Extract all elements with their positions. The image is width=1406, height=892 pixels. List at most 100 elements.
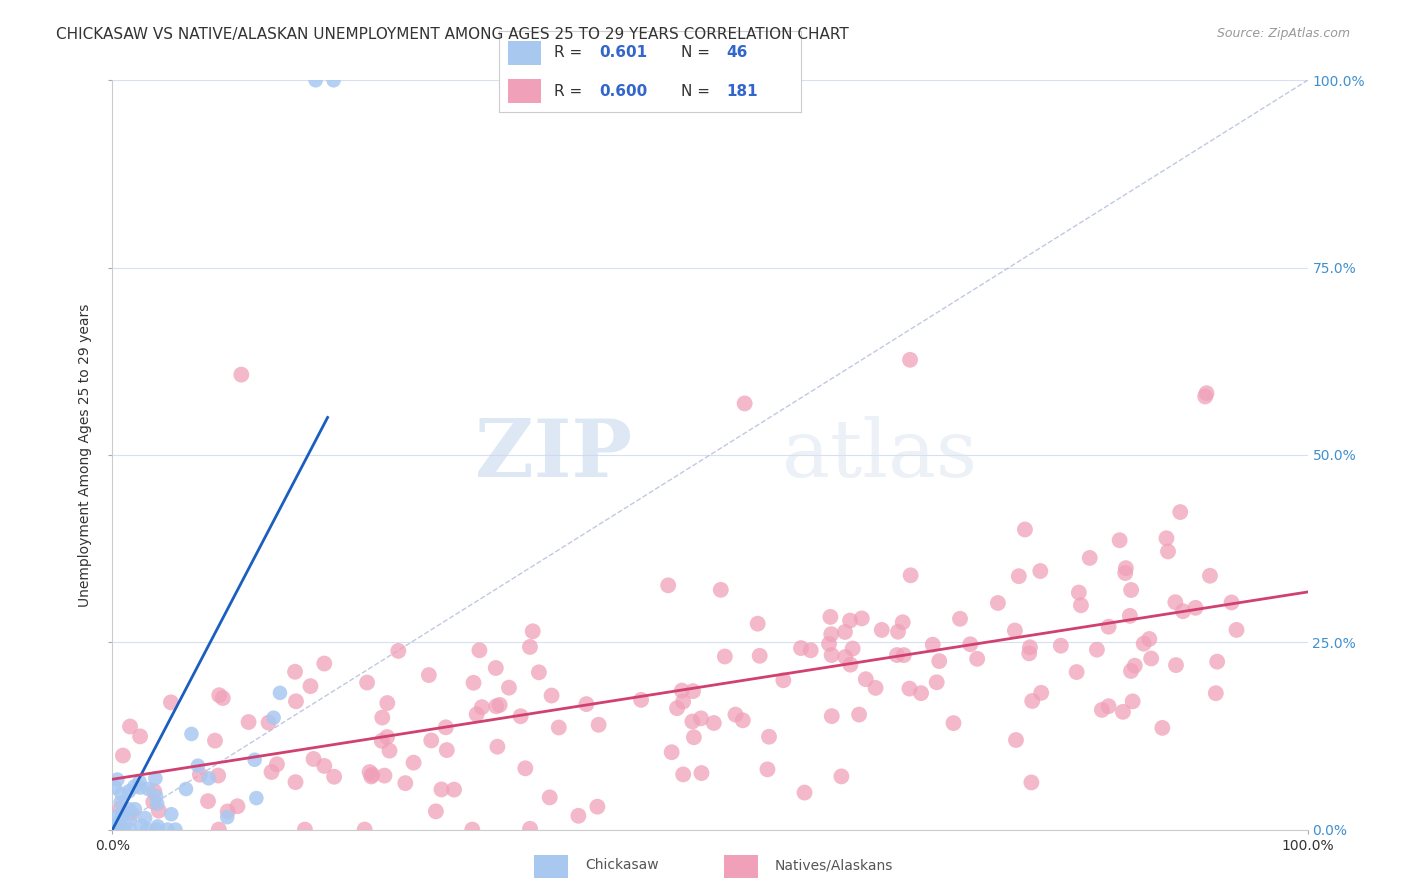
Point <box>682 684 704 698</box>
Point <box>111 806 134 821</box>
Point <box>394 776 416 790</box>
Point <box>146 797 169 811</box>
Point <box>266 757 288 772</box>
Point <box>1097 699 1119 714</box>
Point <box>1152 721 1174 735</box>
Point <box>356 675 378 690</box>
Point <box>1164 595 1187 609</box>
Point <box>1067 585 1090 599</box>
Text: 181: 181 <box>725 84 758 99</box>
Point <box>1019 640 1042 655</box>
Point <box>104 780 127 795</box>
Point <box>949 612 972 626</box>
Point <box>120 806 142 821</box>
Point <box>104 810 127 824</box>
Point <box>197 794 219 808</box>
Point <box>187 758 209 772</box>
Text: ZIP: ZIP <box>475 416 633 494</box>
Point <box>1122 694 1144 708</box>
Point <box>323 770 346 784</box>
Point <box>800 643 823 657</box>
Point <box>174 782 197 797</box>
Point <box>630 693 652 707</box>
Point <box>821 709 844 723</box>
FancyBboxPatch shape <box>534 855 568 878</box>
Point <box>434 720 457 734</box>
Point <box>1008 569 1031 583</box>
Point <box>865 681 887 695</box>
Point <box>430 782 453 797</box>
Point <box>353 822 375 837</box>
Point <box>361 768 384 782</box>
Point <box>145 772 167 786</box>
Point <box>1004 624 1026 638</box>
Point <box>1070 599 1092 613</box>
Point <box>112 822 135 837</box>
Point <box>690 711 713 725</box>
Point <box>226 799 249 814</box>
Point <box>425 805 447 819</box>
Point <box>378 744 401 758</box>
Point <box>522 624 544 639</box>
Point <box>118 813 141 827</box>
Point <box>519 822 541 836</box>
Point <box>1021 775 1043 789</box>
Point <box>129 730 152 744</box>
Point <box>231 368 253 382</box>
Text: CHICKASAW VS NATIVE/ALASKAN UNEMPLOYMENT AMONG AGES 25 TO 29 YEARS CORRELATION C: CHICKASAW VS NATIVE/ALASKAN UNEMPLOYMENT… <box>56 27 849 42</box>
Point <box>921 638 943 652</box>
Point <box>131 819 153 833</box>
Point <box>107 822 129 837</box>
Point <box>671 683 693 698</box>
Point <box>260 764 283 779</box>
Point <box>257 715 280 730</box>
Point <box>112 822 135 837</box>
Point <box>263 711 285 725</box>
Point <box>143 784 166 798</box>
Point <box>284 775 307 789</box>
Point <box>1123 658 1146 673</box>
Point <box>269 686 291 700</box>
Point <box>488 698 510 712</box>
Point <box>124 780 146 794</box>
Point <box>657 578 679 592</box>
Text: Natives/Alaskans: Natives/Alaskans <box>775 858 893 872</box>
Point <box>134 811 156 825</box>
Point <box>987 596 1010 610</box>
Point <box>820 610 842 624</box>
Point <box>910 686 932 700</box>
Point <box>966 652 988 666</box>
Point <box>683 731 706 745</box>
Point <box>103 819 125 833</box>
Point <box>820 627 842 641</box>
Point <box>1205 686 1227 700</box>
Point <box>146 819 169 833</box>
Point <box>959 637 981 651</box>
FancyBboxPatch shape <box>508 79 541 103</box>
Point <box>855 672 877 686</box>
Point <box>1119 664 1142 678</box>
Point <box>111 748 134 763</box>
Point <box>322 73 344 87</box>
Point <box>1097 620 1119 634</box>
Point <box>690 766 713 780</box>
Point <box>1206 655 1229 669</box>
Point <box>567 809 589 823</box>
Point <box>748 648 770 663</box>
Point <box>118 802 141 816</box>
Point <box>519 640 541 654</box>
Point <box>468 643 491 657</box>
Point <box>818 637 841 651</box>
Point <box>108 822 131 837</box>
Point <box>747 616 769 631</box>
Point <box>839 614 862 628</box>
Point <box>830 769 852 783</box>
Point <box>834 650 856 665</box>
Point <box>486 739 509 754</box>
Point <box>465 707 488 722</box>
Point <box>188 768 211 782</box>
Point <box>1225 623 1247 637</box>
Point <box>756 763 779 777</box>
Point <box>373 769 395 783</box>
Point <box>243 753 266 767</box>
